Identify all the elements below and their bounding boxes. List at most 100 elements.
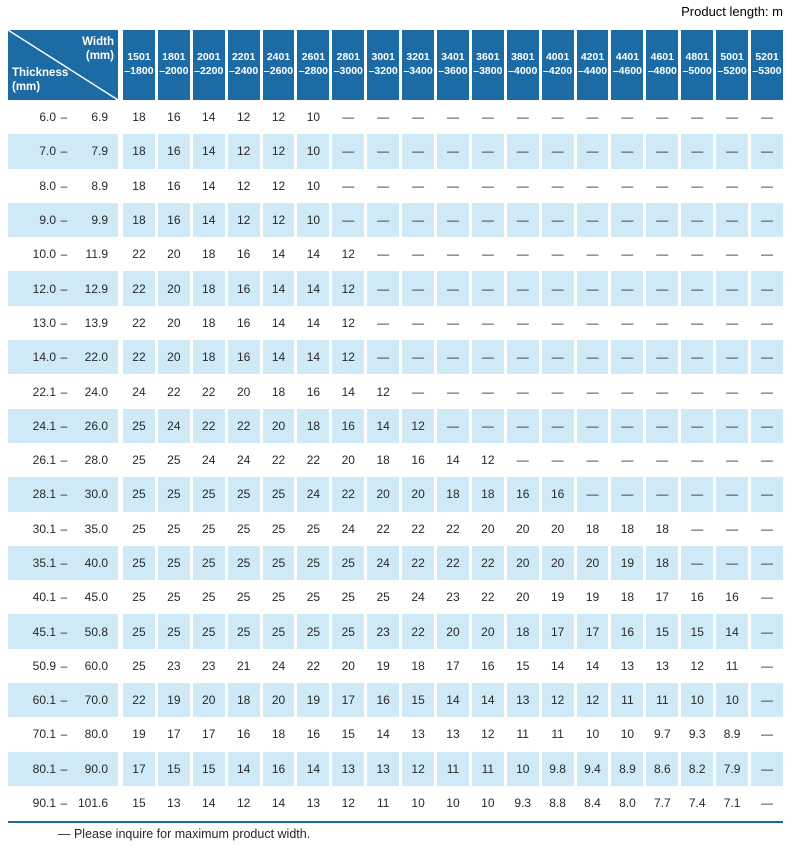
length-value-cell: — [399,305,434,341]
length-value-cell: 25 [329,614,364,649]
length-value-cell: 16 [678,580,713,615]
length-value-cell: 25 [294,614,329,649]
length-value-cell: 25 [224,545,260,581]
length-value-cell: — [713,168,748,203]
length-value-cell: 20 [329,442,364,478]
length-value-cell: 18 [434,477,469,512]
length-value-cell: 12 [399,408,434,443]
thickness-row-label: 60.1–70.0 [8,683,120,718]
thickness-row-label: 24.1–26.0 [8,408,120,443]
length-value-cell: — [468,305,504,341]
length-value-cell: — [434,168,469,203]
length-value-cell: 12 [259,168,295,203]
length-value-cell: 14 [538,648,574,684]
length-value-cell: 16 [399,442,434,478]
length-value-cell: 19 [573,580,609,615]
length-value-cell: 12 [364,374,399,409]
length-value-cell: — [503,340,539,375]
table-row: 30.1–35.0 25 25 25 25 25 25 24 22 22 22 20 20 20 18 18 1… [8,511,783,546]
length-value-cell: 18 [120,168,155,203]
length-value-cell: 9.4 [573,751,609,786]
length-value-cell: — [364,237,399,272]
length-value-cell: — [538,374,574,409]
length-value-cell: 12 [573,683,609,718]
diagonal-divider-line [8,30,118,100]
length-value-cell: — [503,134,539,169]
length-value-cell: — [678,477,713,512]
length-value-cell: 14 [189,100,225,135]
length-value-cell: 25 [259,545,295,581]
length-value-cell: — [643,477,678,512]
length-value-cell: 14 [294,271,329,306]
length-value-cell: 18 [189,271,225,306]
length-value-cell: — [748,134,783,169]
table-row: 70.1–80.0 19 17 17 16 18 16 15 14 13 13 12 11 11 10 10 9… [8,717,783,752]
length-value-cell: — [748,442,783,478]
length-value-cell: — [748,237,783,272]
length-value-cell: — [399,237,434,272]
length-value-cell: 8.9 [713,717,748,752]
length-value-cell: 24 [154,408,190,443]
length-value-cell: — [678,202,713,238]
length-value-cell: 25 [259,477,295,512]
length-value-cell: 25 [189,545,225,581]
length-value-cell: 8.8 [538,785,574,821]
length-value-cell: 17 [643,580,678,615]
length-value-cell: 20 [259,408,295,443]
length-value-cell: 12 [259,202,295,238]
length-value-cell: 18 [608,580,643,615]
table-row: 80.1–90.0 17 15 15 14 16 14 13 13 12 11 11 10 9.8 9.4 8… [8,751,783,786]
length-value-cell: 14 [224,751,260,786]
thickness-row-label: 30.1–35.0 [8,511,120,546]
length-value-cell: 10 [434,785,469,821]
length-value-cell: 18 [120,134,155,169]
length-value-cell: — [678,134,713,169]
length-value-cell: 16 [294,717,329,752]
table-bottom-rule [8,821,783,823]
length-value-cell: — [434,237,469,272]
width-column-header: 4401 –4600 [608,30,644,100]
length-value-cell: 18 [364,442,399,478]
length-value-cell: — [643,271,678,306]
length-value-cell: 24 [224,442,260,478]
length-value-cell: 14 [364,717,399,752]
thickness-row-label: 9.0–9.9 [8,202,120,238]
length-value-cell: 20 [154,305,190,341]
length-value-cell: 16 [224,305,260,341]
length-value-cell: — [434,374,469,409]
length-value-cell: 16 [259,751,295,786]
width-column-header: 3201 –3400 [399,30,435,100]
length-value-cell: — [608,202,643,238]
length-value-cell: 20 [154,340,190,375]
length-value-cell: 10 [399,785,434,821]
length-value-cell: 9.7 [643,717,678,752]
length-value-cell: — [364,134,399,169]
length-value-cell: 20 [154,237,190,272]
length-value-cell: 17 [329,683,364,718]
thickness-row-label: 35.1–40.0 [8,545,120,581]
length-value-cell: — [713,134,748,169]
length-value-cell: 20 [573,545,609,581]
length-value-cell: 24 [329,511,364,546]
width-column-header: 4001 –4200 [538,30,574,100]
length-value-cell: 18 [468,477,504,512]
length-value-cell: 10 [468,785,504,821]
length-value-cell: 25 [224,477,260,512]
length-value-cell: — [748,717,783,752]
length-value-cell: — [643,237,678,272]
length-value-cell: 17 [434,648,469,684]
length-value-cell: — [468,271,504,306]
length-value-cell: 25 [294,511,329,546]
length-value-cell: 22 [294,648,329,684]
length-value-cell: 20 [538,511,574,546]
length-value-cell: 25 [224,511,260,546]
table-row: 40.1–45.0 25 25 25 25 25 25 25 25 24 23 22 20 19 19 18 1… [8,580,783,615]
length-value-cell: 18 [120,202,155,238]
length-value-cell: 22 [120,305,155,341]
length-value-cell: 22 [364,511,399,546]
length-value-cell: 9.8 [538,751,574,786]
table-row: 14.0–22.0 22 20 18 16 14 14 12— — — — — — — — — — — — [8,340,783,375]
header-row: Width (mm) Thickness (mm) 1501 –1800 1801–… [8,30,783,100]
length-value-cell: 20 [189,683,225,718]
length-value-cell: 22 [120,683,155,718]
